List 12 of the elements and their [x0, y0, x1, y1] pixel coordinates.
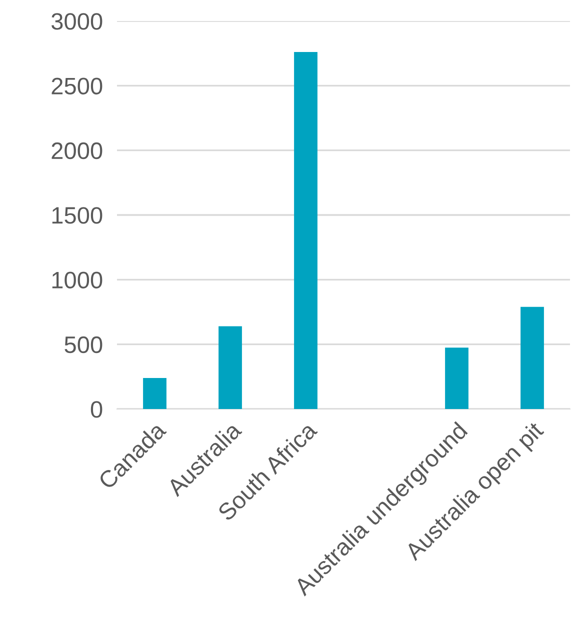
y-tick-label: 2500 — [52, 78, 102, 94]
bar — [218, 326, 242, 409]
y-tick-label: 3000 — [51, 13, 102, 30]
bar — [294, 52, 318, 409]
bar — [143, 378, 166, 409]
bar — [445, 348, 468, 409]
bar — [520, 306, 544, 409]
y-tick-label: 0 — [90, 401, 102, 418]
y-tick-label: 2000 — [52, 142, 102, 160]
y-tick-label: 1500 — [52, 207, 102, 224]
y-tick-label: 1000 — [52, 272, 102, 288]
y-tick-label: 500 — [64, 336, 102, 354]
